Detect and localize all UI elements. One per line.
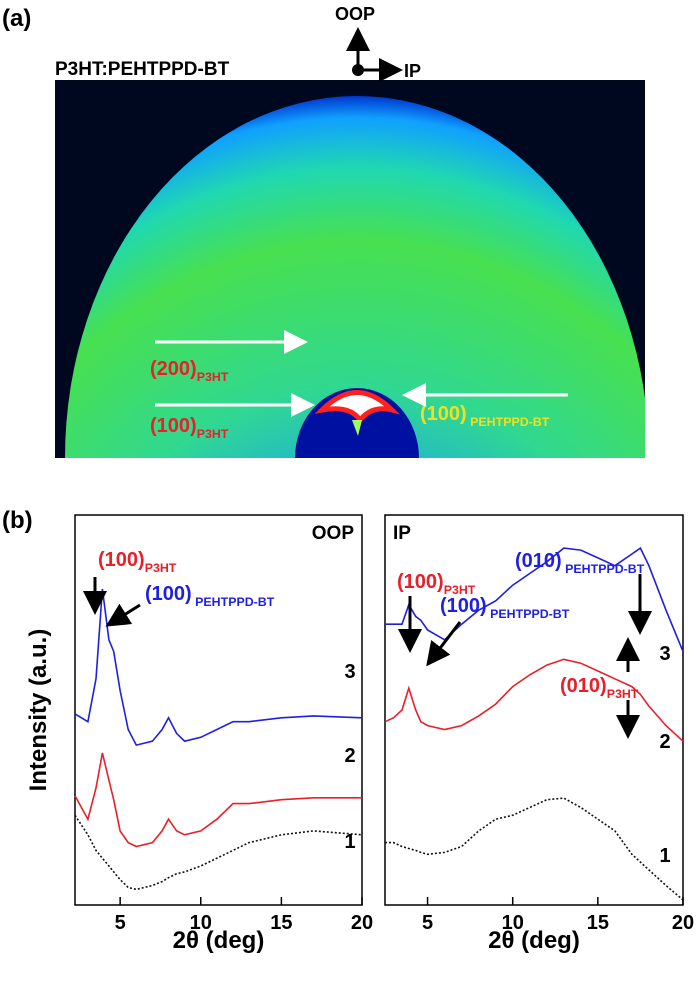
peak-subscript: P3HT	[197, 427, 229, 441]
y-axis-label: Intensity (a.u.)	[25, 629, 52, 792]
peak-label: (200)P3HT	[150, 358, 229, 384]
series-line	[385, 797, 684, 901]
peak-index: (010)	[560, 675, 607, 697]
peak-label: (010) PEHTPPD-BT	[515, 550, 645, 576]
chart-title: IP	[393, 523, 411, 544]
arrow	[426, 621, 462, 667]
peak-subscript: P3HT	[607, 687, 639, 701]
chart-title: OOP	[312, 523, 355, 544]
peak-label: (100)P3HT	[150, 415, 229, 441]
peak-subscript: PEHTPPD-BT	[562, 562, 645, 576]
peak-subscript: P3HT	[444, 583, 476, 597]
x-axis-label: 2θ (deg)	[173, 927, 265, 954]
curve-label: 2	[344, 745, 355, 767]
x-tick-label: 20	[351, 912, 373, 934]
panel-label: (a)	[2, 5, 31, 32]
peak-index: (100)	[420, 403, 467, 425]
x-axis-label: 2θ (deg)	[488, 927, 580, 954]
x-tick-label: 20	[672, 912, 694, 934]
peak-label: (010)P3HT	[560, 675, 639, 701]
peak-subscript: PEHTPPD-BT	[192, 595, 275, 609]
peak-subscript: P3HT	[145, 561, 177, 575]
series-line	[385, 546, 684, 652]
x-tick-label: 5	[115, 912, 126, 934]
curve-label: 1	[659, 845, 670, 867]
peak-label: (100) PEHTPPD-BT	[440, 595, 570, 621]
peak-label: (100) PEHTPPD-BT	[420, 403, 550, 429]
peak-index: (100)	[98, 549, 145, 571]
arrow	[105, 603, 141, 627]
ip-label: IP	[404, 61, 421, 81]
oop-label: OOP	[335, 4, 375, 24]
sample-label: P3HT:PEHTPPD-BT	[55, 59, 230, 80]
panel-a-annotations: (a)P3HT:PEHTPPD-BTOOPIP(200)P3HT(100)P3H…	[2, 4, 568, 441]
peak-index: (100)	[440, 595, 487, 617]
peak-label: (100) PEHTPPD-BT	[145, 583, 275, 609]
plot-frame	[74, 514, 363, 906]
x-tick-label: 5	[422, 912, 433, 934]
curve-label: 1	[344, 831, 355, 853]
series-line	[384, 658, 684, 742]
x-tick-label: 15	[270, 912, 292, 934]
curve-label: 3	[344, 661, 355, 683]
peak-subscript: P3HT	[197, 370, 229, 384]
series-line	[74, 814, 363, 891]
x-tick-label: 15	[587, 912, 609, 934]
peak-subscript: PEHTPPD-BT	[467, 415, 550, 429]
curve-label: 2	[659, 731, 670, 753]
series-line	[74, 752, 362, 848]
curve-label: 3	[659, 643, 670, 665]
x-tick-label: 10	[502, 912, 524, 934]
peak-subscript: PEHTPPD-BT	[487, 607, 570, 621]
peak-index: (100)	[397, 571, 444, 593]
giwaxs-image	[55, 80, 645, 458]
peak-label: (100)P3HT	[98, 549, 177, 575]
peak-label: (100)P3HT	[397, 571, 476, 597]
peak-index: (010)	[515, 550, 562, 572]
plot-frame	[384, 514, 684, 906]
x-tick-label: 10	[190, 912, 212, 934]
series-line	[74, 588, 363, 747]
peak-index: (200)	[150, 358, 197, 380]
panel-label: (b)	[2, 507, 33, 534]
peak-index: (100)	[150, 415, 197, 437]
peak-index: (100)	[145, 583, 192, 605]
